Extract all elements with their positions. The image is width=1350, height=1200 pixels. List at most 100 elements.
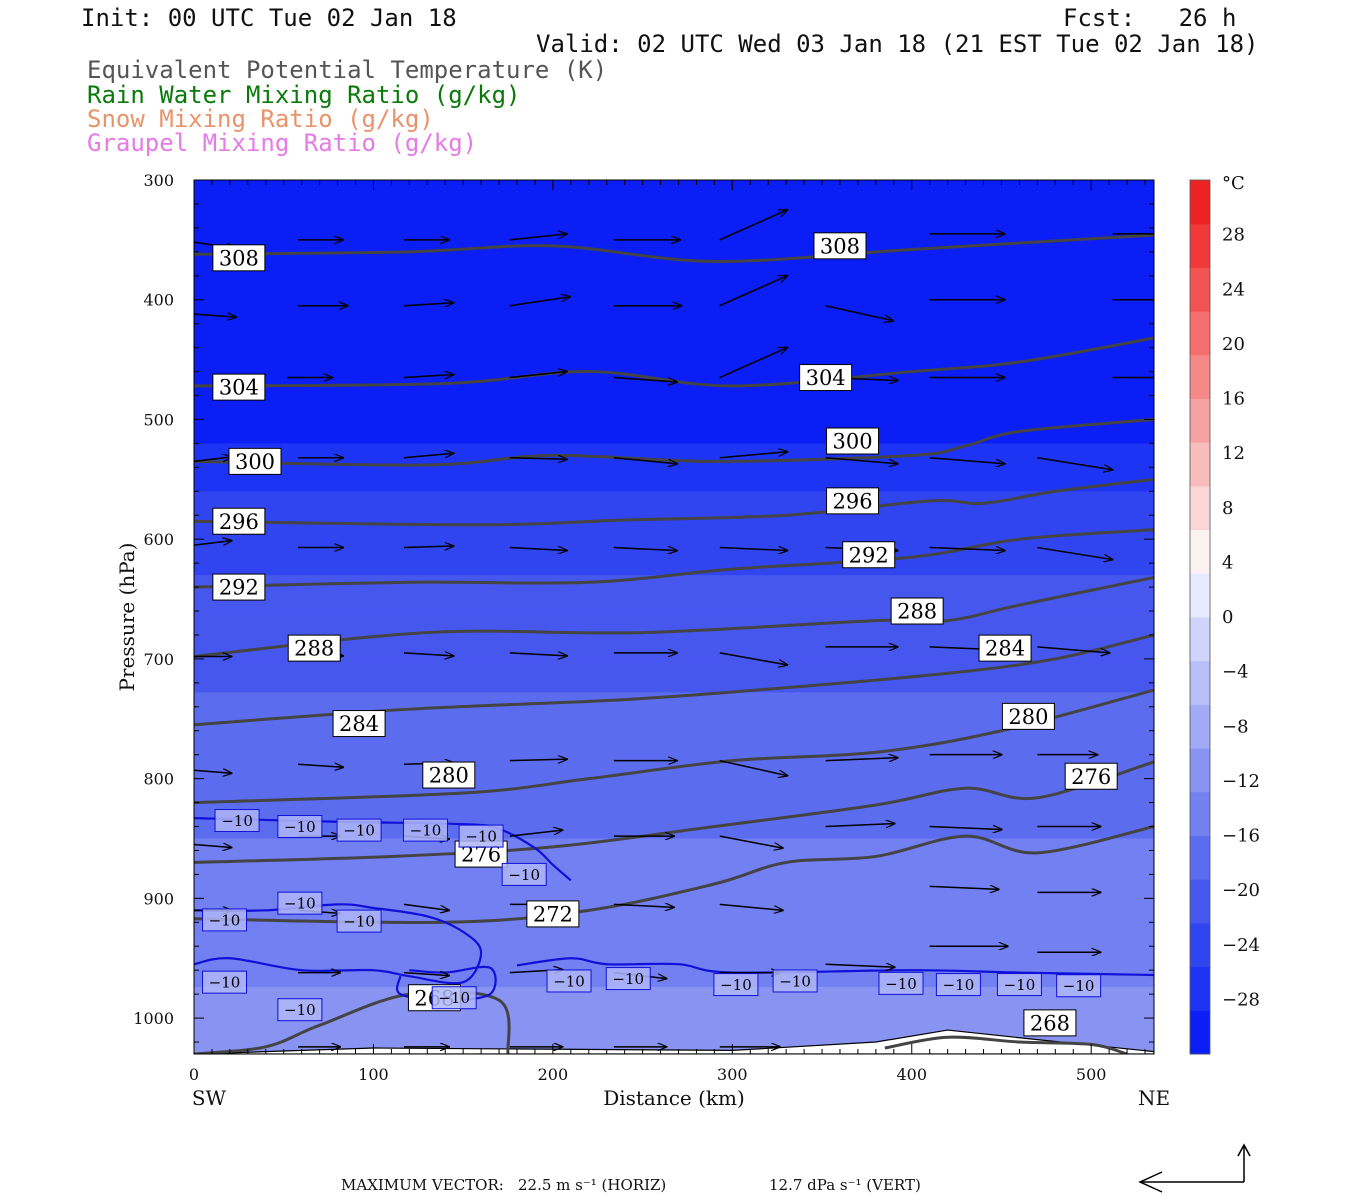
temperature-band	[194, 441, 1154, 444]
theta-e-label-box	[842, 541, 896, 569]
temperature-band	[194, 634, 1154, 638]
temperature-band	[194, 1032, 1154, 1036]
theta-e-label-box	[799, 364, 853, 392]
temperature-band	[194, 203, 1154, 207]
temperature-band	[194, 941, 1154, 945]
colorbar-label: 0	[1222, 607, 1233, 628]
temperature-band	[194, 795, 1154, 799]
wind-vector	[509, 234, 567, 241]
temperature-band	[194, 888, 1154, 892]
temperature-band	[194, 675, 1154, 679]
isotherm-contour	[194, 903, 483, 985]
temperature-band	[194, 455, 1154, 459]
colorbar-label: 4	[1222, 552, 1233, 573]
wind-vector	[403, 903, 449, 910]
temperature-band	[194, 218, 1154, 222]
temperature-band	[194, 352, 1154, 356]
temperature-band	[194, 357, 1154, 361]
wind-vector	[719, 276, 788, 307]
temperature-band	[194, 340, 1154, 344]
temperature-band	[194, 790, 1154, 794]
temperature-band	[194, 438, 1154, 442]
temperature-band	[194, 350, 1154, 354]
theta-e-label: 300	[235, 450, 275, 474]
isotherm-label: −10	[553, 972, 585, 990]
y-tick-label: 1000	[133, 1009, 174, 1028]
isotherm-label: −10	[885, 975, 917, 993]
temperature-band	[194, 776, 1154, 780]
temperature-band	[194, 606, 1154, 610]
temperature-band	[194, 297, 1154, 301]
temperature-band	[194, 668, 1154, 672]
temperature-band	[194, 474, 1154, 478]
temperature-band	[194, 599, 1154, 603]
temperature-band	[194, 603, 1154, 607]
temperature-band	[194, 742, 1154, 746]
temperature-band	[194, 895, 1154, 899]
theta-e-label-box	[212, 573, 266, 601]
theta-e-label: 272	[533, 902, 573, 926]
theta-e-label-box	[1064, 762, 1118, 790]
temperature-band	[194, 1006, 1154, 1010]
temperature-band	[194, 804, 1154, 808]
temperature-band	[194, 845, 1154, 849]
temperature-band	[194, 278, 1154, 282]
colorbar-swatch	[1190, 485, 1210, 531]
temperature-band	[194, 565, 1154, 569]
temperature-band	[194, 828, 1154, 832]
contour-labels: 308 308 304 304 300 300 296 296 292 292 288 288 284 2…	[202, 232, 1118, 1037]
x-tick-label: 300	[717, 1065, 748, 1084]
theta-e-label-box	[332, 710, 386, 738]
wind-vector	[509, 458, 567, 460]
temperature-band	[194, 311, 1154, 315]
temperature-band	[194, 361, 1154, 365]
wind-vector	[825, 457, 898, 464]
temperature-band	[194, 412, 1154, 416]
isotherm-label-box	[277, 998, 323, 1022]
temperature-band	[194, 778, 1154, 782]
temperature-band	[194, 531, 1154, 535]
colorbar-label: 12	[1222, 443, 1245, 464]
temperature-band	[194, 184, 1154, 188]
temperature-band	[194, 879, 1154, 883]
temperature-band	[194, 886, 1154, 890]
temperature-band	[194, 266, 1154, 270]
temperature-band	[194, 716, 1154, 720]
colorbar-swatch	[1190, 879, 1210, 924]
wind-vector	[403, 546, 454, 548]
y-tick-label: 300	[143, 171, 174, 190]
colorbar-swatch	[1190, 617, 1210, 662]
temperature-band	[194, 769, 1154, 773]
isotherm-label: −10	[438, 989, 470, 1007]
temperature-band	[194, 247, 1154, 251]
temperature-band	[194, 467, 1154, 471]
temperature-band	[194, 812, 1154, 816]
temperature-band	[194, 991, 1154, 995]
temperature-band	[194, 910, 1154, 914]
isotherm-label-box	[546, 969, 592, 993]
field-label-rain: Rain Water Mixing Ratio (g/kg)	[87, 81, 521, 109]
y-tick-label: 500	[143, 410, 174, 429]
temperature-band	[194, 323, 1154, 327]
temperature-band	[194, 558, 1154, 562]
temperature-band	[194, 860, 1154, 864]
temperature-band	[194, 1018, 1154, 1022]
colorbar-label: −20	[1222, 880, 1260, 901]
temperature-band	[194, 527, 1154, 531]
temperature-band	[194, 687, 1154, 691]
temperature-band	[194, 723, 1154, 727]
temperature-band	[194, 824, 1154, 828]
theta-e-label: 300	[832, 430, 872, 454]
temperature-band	[194, 788, 1154, 792]
colorbar-label: −24	[1222, 935, 1260, 956]
wind-vector	[194, 457, 232, 463]
colorbar-label: 16	[1222, 389, 1245, 410]
temperature-band	[194, 642, 1154, 646]
temperature-band	[194, 388, 1154, 392]
temperature-band	[194, 946, 1154, 950]
temperature-band	[194, 421, 1154, 425]
colorbar-swatch	[1190, 442, 1210, 487]
temperature-band	[194, 225, 1154, 229]
temperature-band	[194, 273, 1154, 277]
temperature-band	[194, 275, 1154, 279]
